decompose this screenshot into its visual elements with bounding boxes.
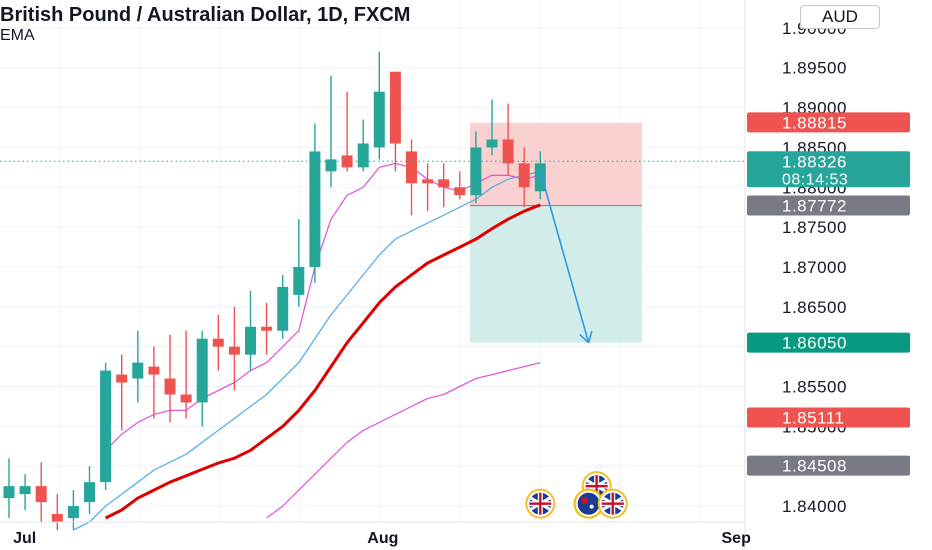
- price-label-text: 1.85111: [782, 409, 844, 428]
- candle-body[interactable]: [3, 486, 15, 499]
- candle-body[interactable]: [84, 482, 95, 503]
- y-tick-label: 1.87500: [782, 218, 847, 237]
- ema-line-4: [266, 361, 541, 519]
- candle-body[interactable]: [132, 362, 144, 379]
- ema-line-2: [73, 170, 541, 531]
- candle-body[interactable]: [422, 179, 434, 184]
- price-label-text: 1.88815: [782, 113, 847, 132]
- price-label-text: 1.87772: [782, 196, 847, 215]
- candle-body[interactable]: [502, 139, 514, 164]
- y-tick-label: 1.89500: [782, 59, 847, 78]
- candle-body[interactable]: [67, 506, 79, 519]
- candle-body[interactable]: [19, 486, 31, 495]
- candle-body[interactable]: [228, 346, 240, 355]
- currency-button[interactable]: AUD: [800, 5, 880, 29]
- price-label: [747, 332, 910, 353]
- price-label-text: 1.88326: [782, 152, 847, 171]
- projection-arrow-head: [587, 330, 593, 343]
- candle-body[interactable]: [148, 366, 160, 375]
- candle-body[interactable]: [534, 163, 546, 192]
- price-label: [747, 151, 910, 188]
- candle-body[interactable]: [438, 179, 450, 188]
- uk-flag-icon[interactable]: [525, 488, 556, 519]
- candle-body[interactable]: [518, 163, 530, 188]
- candle-body[interactable]: [116, 374, 128, 383]
- candle-body[interactable]: [325, 159, 337, 172]
- au-flag-icon[interactable]: [573, 488, 604, 519]
- price-label: [747, 112, 910, 133]
- ema-line-1: [105, 162, 541, 451]
- price-label-text: 1.84508: [782, 457, 847, 476]
- candle-body[interactable]: [261, 326, 273, 331]
- y-tick-label: 1.87000: [782, 258, 847, 277]
- projection-arrow[interactable]: [539, 171, 590, 343]
- candle-body[interactable]: [35, 486, 47, 503]
- projection-arrow-head: [579, 333, 590, 344]
- candle-body[interactable]: [277, 286, 289, 331]
- ema-line-3: [104, 203, 541, 520]
- candle-body[interactable]: [454, 187, 466, 196]
- candle-body[interactable]: [389, 71, 401, 144]
- candle-body[interactable]: [51, 514, 63, 522]
- stop-loss-zone[interactable]: [469, 122, 642, 206]
- y-tick-label: 1.86500: [782, 298, 847, 317]
- y-tick-label: 1.84000: [782, 497, 847, 516]
- price-label: [747, 455, 910, 476]
- price-label: [747, 195, 910, 216]
- price-label-text: 1.86050: [782, 334, 847, 353]
- x-tick-label: Sep: [722, 530, 752, 547]
- candle-body[interactable]: [245, 326, 256, 355]
- candle-body[interactable]: [486, 139, 498, 148]
- countdown-label: 08:14:53: [782, 171, 848, 188]
- candle-body[interactable]: [373, 91, 385, 148]
- y-tick-label: 1.85500: [782, 378, 847, 397]
- uk-flag-icon[interactable]: [597, 488, 628, 519]
- x-tick-label: Aug: [367, 530, 398, 547]
- candle-body[interactable]: [406, 151, 417, 184]
- candle-body[interactable]: [309, 151, 321, 267]
- candle-body[interactable]: [164, 378, 176, 395]
- candle-body[interactable]: [100, 370, 112, 483]
- x-tick-label: Jul: [13, 530, 36, 547]
- candle-body[interactable]: [212, 338, 224, 347]
- candle-body[interactable]: [293, 266, 305, 295]
- candle-body[interactable]: [470, 147, 482, 196]
- candle-body[interactable]: [180, 394, 192, 403]
- price-label: [747, 407, 910, 428]
- candle-body[interactable]: [196, 338, 208, 403]
- candle-body[interactable]: [357, 143, 369, 168]
